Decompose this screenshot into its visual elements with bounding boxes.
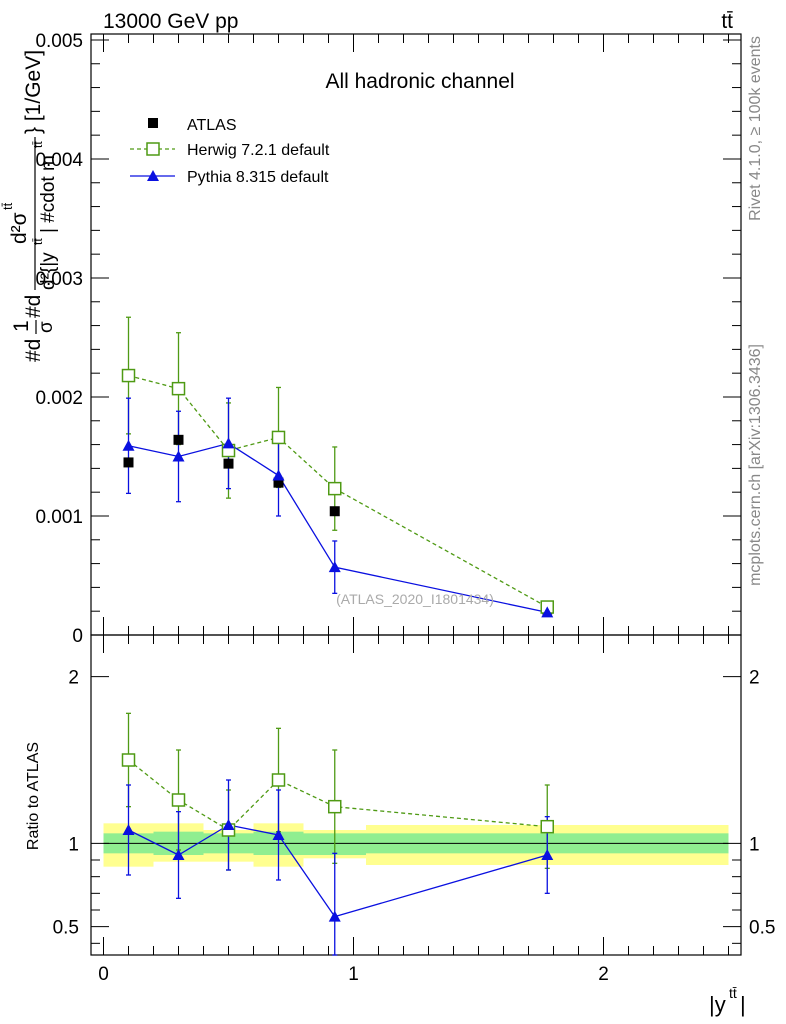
energy-label: 13000 GeV pp [103,10,238,33]
herwig-ratio-point [121,753,136,767]
x-axis-label: |y tt̄ | [709,985,746,1017]
atlas-data-point [223,458,234,469]
herwig-ratio-line [128,759,548,831]
pythia-main-point [172,450,185,462]
legend-pythia-label: Pythia 8.315 default [187,169,329,186]
ylabel-mid: #d [22,295,45,318]
ylabel-frac2-den-sup2: tt̄ [31,141,45,148]
herwig-main-line [128,374,548,608]
atlas-data-point [173,434,184,445]
pythia-main-point [122,439,135,451]
main-ytick-label: 0.004 [35,150,83,171]
ylabel-frac1-den: σ [36,321,57,333]
herwig-main-point [121,368,136,383]
herwig-main-point [171,381,186,396]
ylabel-frac2-den: d²{|y [38,252,59,290]
ratio-ytick-label-left: 2 [68,668,79,689]
main-ytick-label: 0.001 [35,507,83,528]
ratio-ytick-label-right: 1 [749,834,760,855]
legend-atlas-marker [148,118,158,128]
main-y-axis-label: #d 1 σ #d d²σ tt̄ d²{|y tt̄ | #cdot m tt… [0,50,59,362]
main-panel: 0 0.001 0.002 0.003 0.004 0.005 [35,31,742,647]
pythia-ratio-point [328,910,341,922]
herwig-main-point [328,481,342,496]
pythia-main-line [128,442,548,614]
pythia-ratio-point [122,824,135,835]
xtick-label: 0 [98,964,109,985]
main-ytick-label: 0.003 [35,269,83,290]
pythia-main-point [272,469,285,481]
herwig-ratio-point [540,819,554,834]
ylabel-frac2-den-rest: | #cdot m [38,155,59,233]
ylabel-frac1-num: 1 [10,320,33,332]
ratio-ytick-label-left: 0.5 [53,918,79,939]
main-ytick-label: 0.005 [35,31,83,52]
herwig-ratio-point [328,799,342,814]
pythia-ratio-point [222,819,235,830]
pythia-main-point [328,561,341,573]
herwig-ratio-point [271,773,286,787]
xlabel-sup: tt̄ [729,985,737,1001]
process-label: tt̄ [721,10,733,33]
ratio-y-axis-label: Ratio to ATLAS [25,742,42,850]
xtick-label: 1 [348,964,359,985]
ratio-frame [90,634,742,956]
herwig-ratio-point [171,793,186,807]
mcplots-label: mcplots.cern.ch [arXiv:1306.3436] [747,344,764,586]
analysis-watermark: (ATLAS_2020_I1801434) [336,591,494,607]
legend-pythia-marker [147,170,159,181]
legend: ATLAS Herwig 7.2.1 default Pythia 8.315 … [130,117,330,186]
main-ytick-label: 0.002 [35,388,83,409]
xtick-label: 2 [598,964,609,985]
atlas-data-point [123,457,134,468]
herwig-main-point [271,430,286,445]
pythia-main-point [541,606,554,618]
ylabel-frac2-den-sup: tt̄ [31,238,45,245]
ylabel-frac2-num: d²σ [8,212,31,244]
rivet-version-label: Rivet 4.1.0, ≥ 100k events [747,36,764,221]
atlas-data-point [329,506,340,517]
legend-herwig-label: Herwig 7.2.1 default [187,142,330,159]
legend-herwig-marker [146,142,160,156]
ratio-ytick-label-right: 2 [749,668,760,689]
ratio-panel: 0.5 0.5 1 1 2 2 0 1 2 [53,634,775,985]
main-ytick-label: 0 [72,626,83,647]
pythia-ratio-line [128,824,548,918]
pythia-ratio-point [272,829,285,840]
ratio-ytick-label-right: 0.5 [749,918,775,939]
pythia-main-point [222,437,235,449]
ratio-ytick-label-left: 1 [68,834,79,855]
ylabel-prefix: #d [22,339,45,362]
chart-title: All hadronic channel [325,70,514,93]
atlas-data-point [273,477,284,488]
xlabel-main: |y [709,992,726,1017]
ylabel-suffix: } [1/GeV] [22,50,45,134]
xlabel-end: | [740,992,746,1017]
legend-atlas-label: ATLAS [187,117,237,134]
pythia-ratio-point [541,849,554,860]
ylabel-frac2-num-sup: tt̄ [0,202,15,210]
pythia-ratio-point [172,849,185,860]
